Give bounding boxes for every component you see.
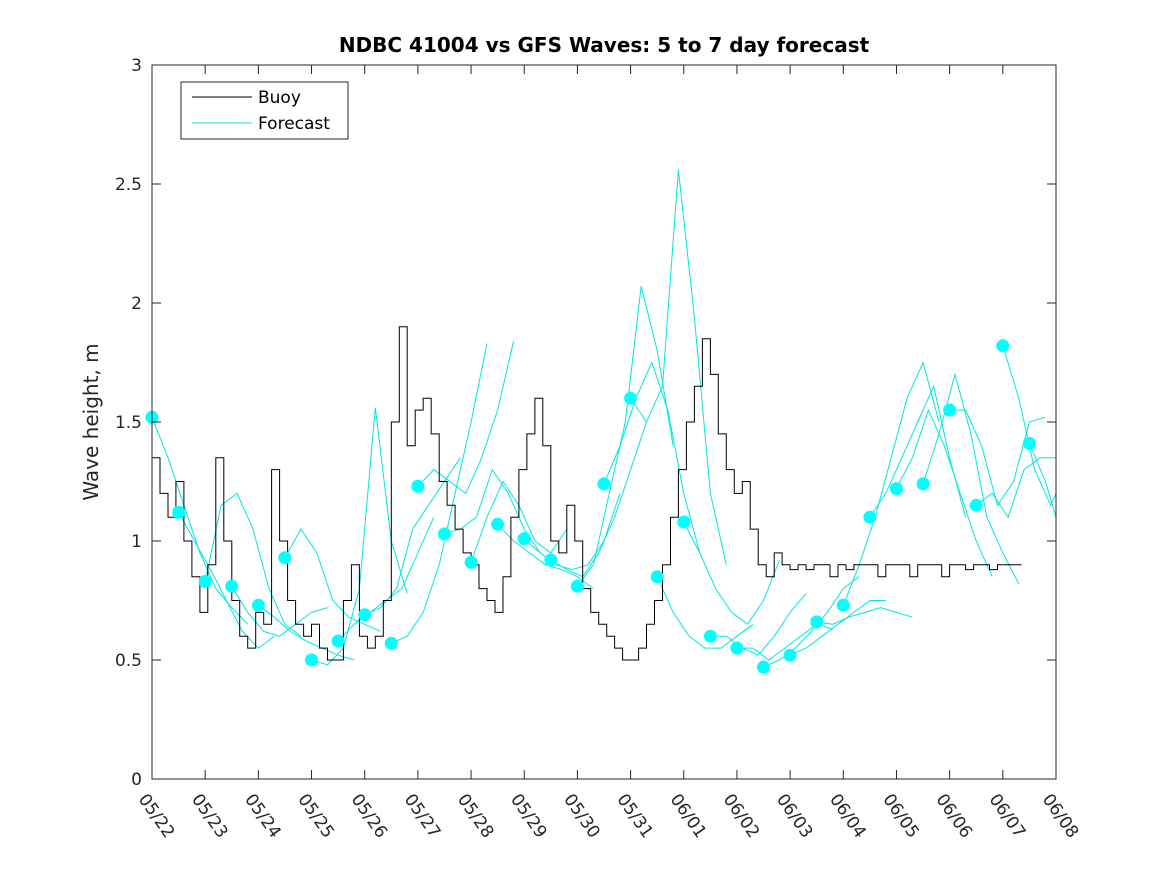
forecast-marker xyxy=(783,648,797,662)
plot-area xyxy=(152,65,1056,779)
forecast-line-4 xyxy=(258,604,355,661)
forecast-marker xyxy=(278,551,292,565)
legend-box xyxy=(180,81,349,140)
forecast-line-18 xyxy=(630,169,727,565)
forecast-marker xyxy=(438,527,451,541)
y-tick-label: 1 xyxy=(131,532,142,552)
forecast-marker xyxy=(331,634,345,648)
y-tick-label: 1.5 xyxy=(115,413,142,433)
forecast-marker xyxy=(836,598,850,612)
forecast-line-10 xyxy=(417,340,515,495)
forecast-marker xyxy=(650,570,664,584)
forecast-line-20 xyxy=(683,521,780,626)
forecast-line-19 xyxy=(656,576,754,649)
forecast-marker xyxy=(172,505,186,519)
forecast-line-5 xyxy=(284,528,381,632)
forecast-marker xyxy=(916,477,930,491)
forecast-marker xyxy=(251,598,265,612)
forecast-markers xyxy=(145,339,1036,674)
forecast-line-24 xyxy=(789,600,886,656)
forecast-lines xyxy=(151,169,1057,668)
forecast-marker xyxy=(677,515,691,529)
legend-forecast-label: Forecast xyxy=(258,114,330,134)
forecast-line-13 xyxy=(497,523,594,590)
y-tick-label: 0 xyxy=(131,770,142,790)
forecast-marker xyxy=(198,575,212,588)
forecast-marker xyxy=(384,636,398,650)
forecast-line-27 xyxy=(869,384,967,518)
forecast-line-0 xyxy=(151,417,249,625)
forecast-line-32 xyxy=(1002,345,1057,507)
forecast-line-31 xyxy=(975,457,1056,519)
forecast-marker xyxy=(890,482,903,496)
forecast-marker xyxy=(863,510,877,524)
forecast-marker xyxy=(943,403,957,417)
y-tick-label: 0.5 xyxy=(115,651,142,671)
forecast-marker xyxy=(491,517,505,531)
forecast-marker xyxy=(624,391,638,405)
y-axis-label: Wave height, m xyxy=(79,343,103,500)
y-tick-label: 2.5 xyxy=(115,175,142,195)
forecast-line-25 xyxy=(816,607,913,625)
forecast-marker xyxy=(1022,436,1036,450)
y-axis: 0 0.5 1 1.5 2 2.5 3 xyxy=(115,56,1056,790)
forecast-marker xyxy=(810,615,824,629)
forecast-marker xyxy=(757,660,770,674)
forecast-marker xyxy=(570,579,584,593)
forecast-marker xyxy=(411,479,425,493)
y-tick-label: 3 xyxy=(131,56,142,76)
forecast-marker xyxy=(969,498,983,512)
forecast-line-1 xyxy=(178,512,275,649)
forecast-marker xyxy=(517,532,531,546)
forecast-marker xyxy=(730,641,744,655)
forecast-line-28 xyxy=(896,408,993,577)
forecast-line-33 xyxy=(1028,443,1057,518)
forecast-line-2 xyxy=(204,492,302,637)
forecast-line-30 xyxy=(949,409,1046,507)
forecast-line-3 xyxy=(231,585,328,637)
legend-buoy-label: Buoy xyxy=(258,88,301,108)
forecast-line-17 xyxy=(603,361,701,554)
forecast-marker xyxy=(703,629,717,643)
forecast-marker xyxy=(305,653,318,667)
forecast-line-16 xyxy=(576,286,674,587)
forecast-marker xyxy=(597,477,611,491)
buoy-line xyxy=(152,326,1022,661)
forecast-line-29 xyxy=(922,372,1020,585)
forecast-marker xyxy=(464,555,478,569)
buoy-series-line xyxy=(152,326,1022,661)
y-tick-label: 2 xyxy=(131,294,142,314)
forecast-line-15 xyxy=(550,421,647,578)
forecast-marker xyxy=(544,553,558,567)
forecast-line-23 xyxy=(763,576,860,668)
forecast-line-21 xyxy=(710,593,807,656)
forecast-marker xyxy=(996,339,1010,353)
forecast-marker xyxy=(358,608,372,622)
chart-title: NDBC 41004 vs GFS Waves: 5 to 7 day fore… xyxy=(339,33,870,57)
legend: Buoy Forecast xyxy=(180,81,349,140)
forecast-marker xyxy=(225,579,239,593)
forecast-line-9 xyxy=(391,343,488,644)
